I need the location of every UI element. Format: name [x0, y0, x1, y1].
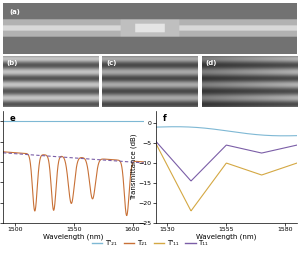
Text: (d): (d) — [206, 60, 217, 66]
X-axis label: Wavelength (nm): Wavelength (nm) — [44, 233, 104, 240]
Text: f: f — [163, 114, 167, 123]
Text: (b): (b) — [7, 60, 18, 66]
Text: (a): (a) — [9, 9, 20, 15]
Text: e: e — [10, 114, 16, 123]
Text: (c): (c) — [106, 60, 116, 66]
X-axis label: Wavelength (nm): Wavelength (nm) — [196, 233, 256, 240]
Y-axis label: Transmittance (dB): Transmittance (dB) — [130, 134, 137, 200]
Legend: T'₂₁, T₂₁, T'₁₁, T₁₁: T'₂₁, T₂₁, T'₁₁, T₁₁ — [89, 237, 211, 249]
